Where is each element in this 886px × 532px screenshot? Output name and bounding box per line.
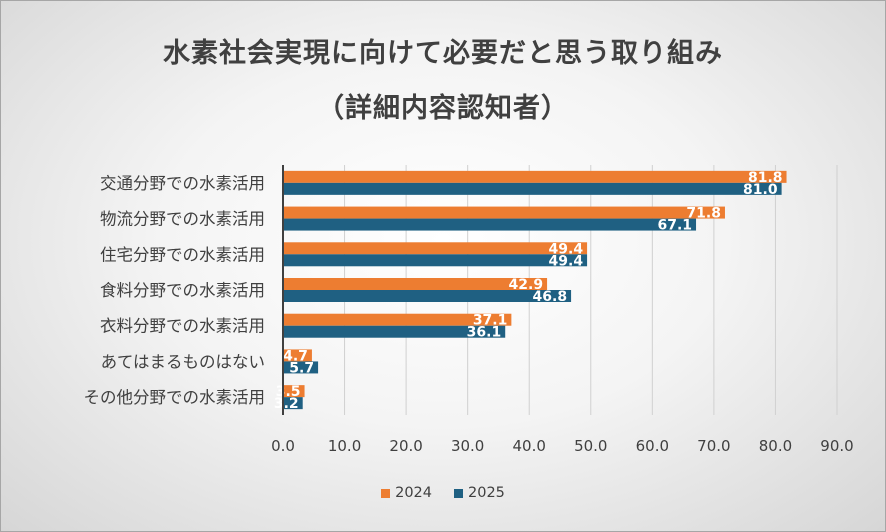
bar-2024 bbox=[283, 349, 312, 362]
bar-2025 bbox=[283, 182, 782, 195]
data-label-2025: 36.1 bbox=[467, 325, 502, 341]
x-tick-label: 90.0 bbox=[820, 437, 853, 455]
bar-2024 bbox=[283, 278, 548, 290]
legend-label-2025: 2025 bbox=[468, 485, 505, 501]
bar-2025 bbox=[283, 218, 697, 231]
legend-swatch-2025 bbox=[454, 488, 463, 498]
x-tick-label: 40.0 bbox=[513, 437, 546, 455]
bar-2024 bbox=[283, 313, 512, 326]
data-label-2024: 71.8 bbox=[686, 206, 721, 222]
category-label: 住宅分野での水素活用 bbox=[100, 245, 265, 264]
data-label-2025: 46.8 bbox=[533, 289, 568, 305]
data-label-2024: 42.9 bbox=[509, 277, 544, 293]
legend-item-2024: 2024 bbox=[381, 485, 432, 501]
x-tick-label: 70.0 bbox=[697, 437, 730, 455]
legend: 2024 2025 bbox=[1, 485, 885, 501]
bar-2025 bbox=[283, 254, 588, 267]
category-label: 交通分野での水素活用 bbox=[100, 174, 265, 193]
x-tick-label: 20.0 bbox=[389, 437, 422, 455]
data-label-2024: 81.8 bbox=[748, 170, 783, 186]
data-label-2024: 37.1 bbox=[473, 313, 508, 329]
x-tick-label: 30.0 bbox=[451, 437, 484, 455]
bar-2024 bbox=[283, 385, 305, 398]
category-label: 物流分野での水素活用 bbox=[100, 210, 265, 229]
x-tick-label: 10.0 bbox=[328, 437, 361, 455]
data-label-2025: 49.4 bbox=[549, 253, 584, 269]
bar-2024 bbox=[283, 170, 787, 183]
legend-item-2025: 2025 bbox=[454, 485, 505, 501]
data-label-2025: 67.1 bbox=[657, 218, 692, 234]
category-label: その他分野での水素活用 bbox=[84, 388, 266, 407]
chart-subtitle: （詳細内容認知者） bbox=[317, 93, 569, 124]
bar-2025 bbox=[283, 325, 506, 338]
data-label-2024: 4.7 bbox=[283, 348, 308, 364]
category-label: 衣料分野での水素活用 bbox=[100, 317, 265, 336]
data-label-2025: 81.0 bbox=[743, 182, 778, 198]
x-tick-label: 80.0 bbox=[759, 437, 792, 455]
data-label-2025: 5.7 bbox=[289, 360, 314, 376]
category-label: 食料分野での水素活用 bbox=[100, 281, 265, 300]
data-label-2024: 3.5 bbox=[276, 384, 301, 400]
legend-label-2024: 2024 bbox=[395, 485, 432, 501]
x-tick-label: 0.0 bbox=[271, 437, 295, 455]
bar-2025 bbox=[283, 361, 319, 374]
data-label-2025: 3.2 bbox=[274, 396, 299, 412]
bar-2025 bbox=[283, 397, 303, 410]
chart-title: 水素社会実現に向けて必要だと思う取り組み bbox=[163, 38, 723, 69]
x-tick-label: 60.0 bbox=[636, 437, 669, 455]
legend-swatch-2024 bbox=[381, 488, 391, 498]
bar-2025 bbox=[283, 290, 572, 302]
bar-2024 bbox=[283, 206, 725, 219]
category-label: あてはまるものはない bbox=[101, 352, 265, 371]
x-tick-label: 50.0 bbox=[574, 437, 607, 455]
data-label-2024: 49.4 bbox=[549, 241, 584, 257]
bar-2024 bbox=[283, 242, 588, 255]
